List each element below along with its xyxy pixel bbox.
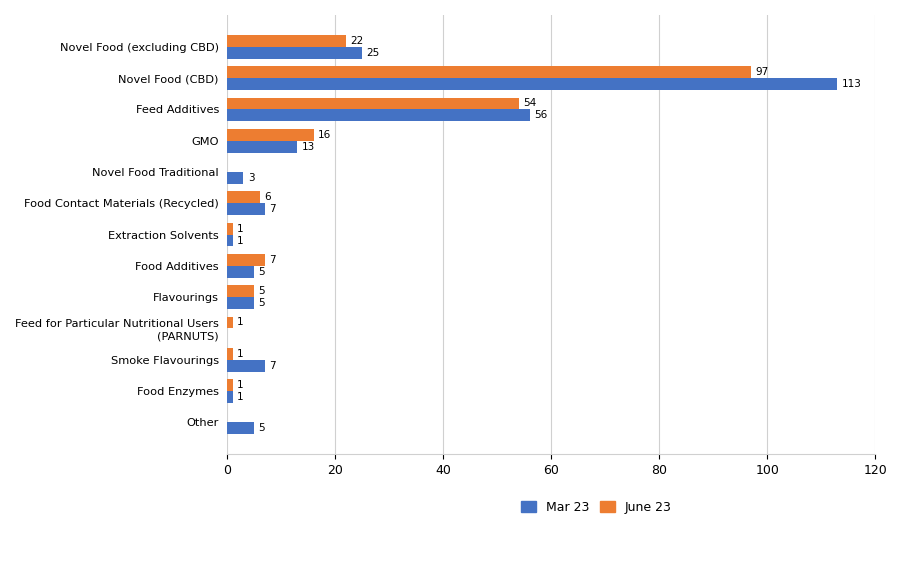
Text: 25: 25 bbox=[366, 48, 380, 58]
Text: 3: 3 bbox=[248, 173, 254, 183]
Text: 1: 1 bbox=[237, 318, 244, 328]
Bar bbox=[227, 234, 233, 246]
Legend: Mar 23, June 23: Mar 23, June 23 bbox=[517, 495, 676, 518]
Bar bbox=[227, 223, 233, 234]
Text: 5: 5 bbox=[259, 286, 265, 296]
Bar bbox=[227, 360, 265, 371]
Text: 22: 22 bbox=[350, 36, 364, 46]
Bar bbox=[227, 379, 233, 391]
Text: 5: 5 bbox=[259, 423, 265, 433]
Text: 97: 97 bbox=[755, 67, 769, 77]
Text: 1: 1 bbox=[237, 236, 244, 246]
Bar bbox=[227, 129, 314, 141]
Bar bbox=[227, 266, 254, 278]
Bar bbox=[227, 66, 751, 78]
Text: 5: 5 bbox=[259, 267, 265, 277]
Bar bbox=[227, 285, 254, 297]
Bar bbox=[227, 141, 298, 153]
Bar bbox=[227, 47, 363, 59]
Bar bbox=[227, 391, 233, 403]
Bar bbox=[227, 78, 837, 90]
Text: 1: 1 bbox=[237, 380, 244, 390]
Bar bbox=[227, 348, 233, 360]
Bar bbox=[227, 35, 346, 47]
Text: 16: 16 bbox=[318, 130, 331, 140]
Bar bbox=[227, 297, 254, 309]
Text: 6: 6 bbox=[264, 192, 271, 203]
Text: 7: 7 bbox=[270, 361, 276, 371]
Text: 1: 1 bbox=[237, 349, 244, 359]
Text: 56: 56 bbox=[534, 111, 548, 121]
Text: 7: 7 bbox=[270, 255, 276, 265]
Bar bbox=[227, 98, 519, 109]
Bar bbox=[227, 172, 244, 184]
Text: 7: 7 bbox=[270, 204, 276, 214]
Text: 113: 113 bbox=[842, 79, 861, 89]
Text: 1: 1 bbox=[237, 392, 244, 402]
Text: 13: 13 bbox=[301, 142, 315, 151]
Bar bbox=[227, 191, 260, 203]
Text: 5: 5 bbox=[259, 298, 265, 308]
Bar bbox=[227, 254, 265, 266]
Text: 54: 54 bbox=[523, 99, 537, 108]
Bar bbox=[227, 109, 529, 121]
Bar bbox=[227, 203, 265, 215]
Text: 1: 1 bbox=[237, 224, 244, 233]
Bar bbox=[227, 316, 233, 328]
Bar bbox=[227, 422, 254, 434]
